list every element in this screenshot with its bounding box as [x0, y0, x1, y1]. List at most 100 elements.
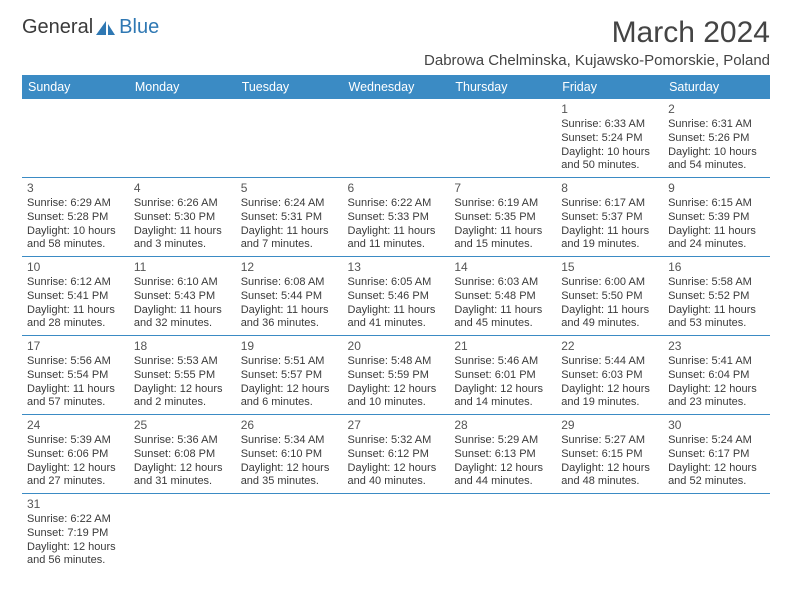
daylight-text: Daylight: 12 hours and 6 minutes. [241, 383, 338, 411]
sunset-text: Sunset: 6:13 PM [454, 448, 551, 462]
sunset-text: Sunset: 5:52 PM [668, 290, 765, 304]
sunrise-text: Sunrise: 6:08 AM [241, 276, 338, 290]
sunrise-text: Sunrise: 5:51 AM [241, 355, 338, 369]
sunset-text: Sunset: 5:24 PM [561, 132, 658, 146]
sunset-text: Sunset: 5:48 PM [454, 290, 551, 304]
sail-icon [95, 20, 117, 36]
sunrise-text: Sunrise: 5:27 AM [561, 434, 658, 448]
daylight-text: Daylight: 11 hours and 3 minutes. [134, 225, 231, 253]
daylight-text: Daylight: 12 hours and 23 minutes. [668, 383, 765, 411]
calendar-empty-cell [236, 494, 343, 573]
calendar-day-cell: 13Sunrise: 6:05 AMSunset: 5:46 PMDayligh… [343, 257, 450, 336]
weekday-header: Wednesday [343, 75, 450, 99]
daylight-text: Daylight: 12 hours and 56 minutes. [27, 541, 124, 569]
sunset-text: Sunset: 6:12 PM [348, 448, 445, 462]
weekday-header: Thursday [449, 75, 556, 99]
calendar-day-cell: 2Sunrise: 6:31 AMSunset: 5:26 PMDaylight… [663, 99, 770, 178]
day-number: 6 [348, 181, 445, 196]
sunrise-text: Sunrise: 5:58 AM [668, 276, 765, 290]
calendar-day-cell: 30Sunrise: 5:24 AMSunset: 6:17 PMDayligh… [663, 415, 770, 494]
sunset-text: Sunset: 7:19 PM [27, 527, 124, 541]
daylight-text: Daylight: 10 hours and 58 minutes. [27, 225, 124, 253]
sunset-text: Sunset: 6:08 PM [134, 448, 231, 462]
daylight-text: Daylight: 12 hours and 40 minutes. [348, 462, 445, 490]
daylight-text: Daylight: 11 hours and 11 minutes. [348, 225, 445, 253]
sunset-text: Sunset: 6:15 PM [561, 448, 658, 462]
calendar-day-cell: 11Sunrise: 6:10 AMSunset: 5:43 PMDayligh… [129, 257, 236, 336]
calendar-day-cell: 19Sunrise: 5:51 AMSunset: 5:57 PMDayligh… [236, 336, 343, 415]
calendar-week-row: 17Sunrise: 5:56 AMSunset: 5:54 PMDayligh… [22, 336, 770, 415]
calendar-day-cell: 22Sunrise: 5:44 AMSunset: 6:03 PMDayligh… [556, 336, 663, 415]
calendar-day-cell: 3Sunrise: 6:29 AMSunset: 5:28 PMDaylight… [22, 178, 129, 257]
day-number: 24 [27, 418, 124, 433]
weekday-header: Saturday [663, 75, 770, 99]
day-number: 13 [348, 260, 445, 275]
sunset-text: Sunset: 5:43 PM [134, 290, 231, 304]
calendar-day-cell: 23Sunrise: 5:41 AMSunset: 6:04 PMDayligh… [663, 336, 770, 415]
calendar-empty-cell [343, 494, 450, 573]
sunrise-text: Sunrise: 5:36 AM [134, 434, 231, 448]
sunset-text: Sunset: 5:37 PM [561, 211, 658, 225]
calendar-empty-cell [449, 99, 556, 178]
day-number: 14 [454, 260, 551, 275]
daylight-text: Daylight: 12 hours and 14 minutes. [454, 383, 551, 411]
day-number: 22 [561, 339, 658, 354]
daylight-text: Daylight: 12 hours and 48 minutes. [561, 462, 658, 490]
weekday-header-row: SundayMondayTuesdayWednesdayThursdayFrid… [22, 75, 770, 99]
sunset-text: Sunset: 5:59 PM [348, 369, 445, 383]
calendar-day-cell: 14Sunrise: 6:03 AMSunset: 5:48 PMDayligh… [449, 257, 556, 336]
day-number: 21 [454, 339, 551, 354]
sunrise-text: Sunrise: 6:00 AM [561, 276, 658, 290]
calendar-day-cell: 5Sunrise: 6:24 AMSunset: 5:31 PMDaylight… [236, 178, 343, 257]
day-number: 1 [561, 102, 658, 117]
sunset-text: Sunset: 5:28 PM [27, 211, 124, 225]
calendar-day-cell: 25Sunrise: 5:36 AMSunset: 6:08 PMDayligh… [129, 415, 236, 494]
sunrise-text: Sunrise: 6:33 AM [561, 118, 658, 132]
sunrise-text: Sunrise: 6:03 AM [454, 276, 551, 290]
sunset-text: Sunset: 6:06 PM [27, 448, 124, 462]
daylight-text: Daylight: 11 hours and 45 minutes. [454, 304, 551, 332]
calendar-day-cell: 31Sunrise: 6:22 AMSunset: 7:19 PMDayligh… [22, 494, 129, 573]
daylight-text: Daylight: 11 hours and 32 minutes. [134, 304, 231, 332]
sunrise-text: Sunrise: 5:39 AM [27, 434, 124, 448]
daylight-text: Daylight: 11 hours and 15 minutes. [454, 225, 551, 253]
sunrise-text: Sunrise: 5:56 AM [27, 355, 124, 369]
day-number: 7 [454, 181, 551, 196]
day-number: 3 [27, 181, 124, 196]
daylight-text: Daylight: 12 hours and 52 minutes. [668, 462, 765, 490]
sunrise-text: Sunrise: 6:26 AM [134, 197, 231, 211]
sunrise-text: Sunrise: 5:24 AM [668, 434, 765, 448]
calendar-week-row: 24Sunrise: 5:39 AMSunset: 6:06 PMDayligh… [22, 415, 770, 494]
sunrise-text: Sunrise: 5:32 AM [348, 434, 445, 448]
calendar-empty-cell [129, 99, 236, 178]
day-number: 16 [668, 260, 765, 275]
calendar-day-cell: 12Sunrise: 6:08 AMSunset: 5:44 PMDayligh… [236, 257, 343, 336]
sunrise-text: Sunrise: 5:34 AM [241, 434, 338, 448]
calendar-day-cell: 18Sunrise: 5:53 AMSunset: 5:55 PMDayligh… [129, 336, 236, 415]
sunset-text: Sunset: 5:39 PM [668, 211, 765, 225]
calendar-empty-cell [343, 99, 450, 178]
logo-text-1: General [22, 16, 93, 39]
daylight-text: Daylight: 12 hours and 27 minutes. [27, 462, 124, 490]
calendar-day-cell: 16Sunrise: 5:58 AMSunset: 5:52 PMDayligh… [663, 257, 770, 336]
sunset-text: Sunset: 6:03 PM [561, 369, 658, 383]
daylight-text: Daylight: 11 hours and 36 minutes. [241, 304, 338, 332]
sunrise-text: Sunrise: 5:44 AM [561, 355, 658, 369]
day-number: 2 [668, 102, 765, 117]
day-number: 17 [27, 339, 124, 354]
daylight-text: Daylight: 12 hours and 19 minutes. [561, 383, 658, 411]
sunset-text: Sunset: 6:04 PM [668, 369, 765, 383]
logo-text-2: Blue [119, 16, 159, 39]
calendar-empty-cell [129, 494, 236, 573]
calendar-day-cell: 8Sunrise: 6:17 AMSunset: 5:37 PMDaylight… [556, 178, 663, 257]
day-number: 8 [561, 181, 658, 196]
calendar-day-cell: 21Sunrise: 5:46 AMSunset: 6:01 PMDayligh… [449, 336, 556, 415]
daylight-text: Daylight: 12 hours and 10 minutes. [348, 383, 445, 411]
sunrise-text: Sunrise: 6:22 AM [27, 513, 124, 527]
day-number: 11 [134, 260, 231, 275]
day-number: 26 [241, 418, 338, 433]
day-number: 29 [561, 418, 658, 433]
calendar-week-row: 31Sunrise: 6:22 AMSunset: 7:19 PMDayligh… [22, 494, 770, 573]
calendar-empty-cell [663, 494, 770, 573]
daylight-text: Daylight: 12 hours and 31 minutes. [134, 462, 231, 490]
